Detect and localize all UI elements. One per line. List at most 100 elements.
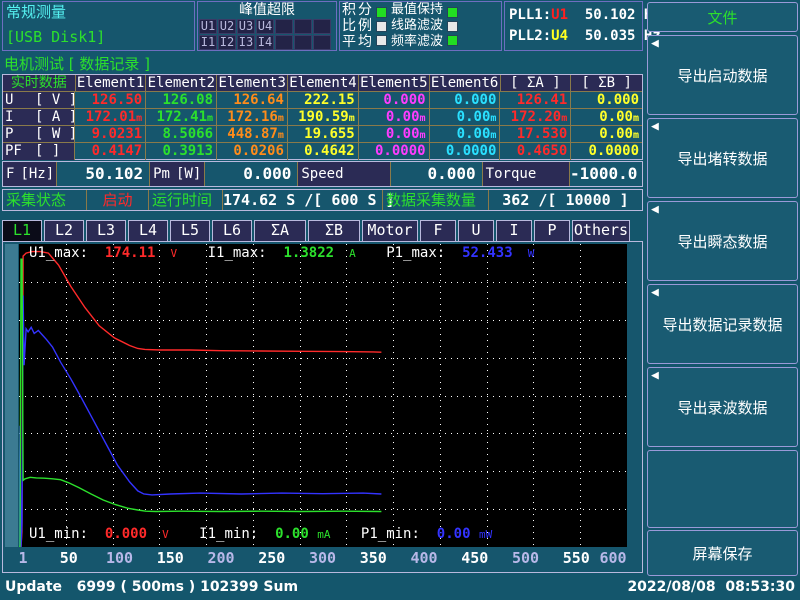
pll2-label: PLL2:	[509, 28, 552, 44]
mode-checkbox-1[interactable]	[376, 20, 387, 32]
p1-min-value: 0.00	[436, 526, 471, 542]
mode-checkbox-2[interactable]	[376, 34, 387, 46]
meter-name: F	[6, 166, 15, 182]
pll2-value: 50.035 Hz	[584, 28, 661, 44]
x-tick-350: 350	[359, 549, 387, 567]
mode-char-1-1: 例	[358, 18, 372, 34]
cell-P-Element3: 448.87m	[217, 126, 288, 142]
sidebar-button-4[interactable]: ◀ 导出录波数据	[647, 367, 798, 447]
tab-f[interactable]: F	[420, 220, 456, 242]
meter-value-3: -1000.0	[569, 164, 638, 183]
acquisition-status-row: 采集状态 启动 运行时间 174.62 S /[ 600 S ] 数据采集数量 …	[2, 189, 643, 211]
pll-panel: PLL1:U1 50.102 Hz PLL2:U4 50.035 Hz	[504, 1, 661, 51]
x-tick-200: 200	[207, 549, 235, 567]
cell-PF-Element5: 0.0000	[359, 143, 430, 160]
p1-min-label: P1_min:	[360, 526, 420, 542]
x-tick-150: 150	[156, 549, 184, 567]
sidebar-title-label: 文件	[707, 8, 738, 27]
peak-overrange-panel: 峰值超限 U1 U2 U3 U4 I1 I2 I3 I4	[197, 1, 337, 51]
sidebar-button-label-4: 导出录波数据	[677, 398, 768, 417]
peak-cell-empty-5	[294, 35, 312, 50]
measurement-mode-label: 常规测量	[6, 3, 67, 21]
integration-mode-panel[interactable]: 积比平 分例均 最值保持 线路滤波 频率滤波	[339, 1, 502, 51]
p1-max-label: P1_max:	[386, 245, 446, 261]
tab-l1[interactable]: L1	[2, 220, 42, 242]
row-unit: [ W ]	[35, 126, 76, 142]
datetime-display: 2022/08/08 08:53:30	[627, 579, 795, 595]
peak-row-current: I1 I2 I3 I4	[199, 35, 335, 50]
peak-overrange-grid: U1 U2 U3 U4 I1 I2 I3 I4	[198, 19, 336, 50]
meter-value-2: 0.000	[391, 162, 483, 186]
meter-unit: [Hz]	[20, 166, 55, 182]
i1-max-unit: A	[349, 247, 356, 260]
tab-l5[interactable]: L5	[170, 220, 210, 242]
sidebar-button-0[interactable]: ◀ 导出启动数据	[647, 35, 798, 115]
cell-I-Element3: 172.16m	[217, 109, 288, 125]
u1-max-value: 174.11	[104, 245, 156, 261]
mode-checkbox-0[interactable]	[376, 6, 387, 18]
graph-y-axis-strip	[5, 244, 18, 547]
p1-min-unit: mW	[478, 528, 493, 541]
p1-max-unit: W	[527, 247, 535, 260]
tab-σb[interactable]: ΣB	[308, 220, 360, 242]
cell-I-[ ΣA ]: 172.20m	[500, 109, 572, 125]
tab-u[interactable]: U	[458, 220, 494, 242]
chevron-left-icon: ◀	[651, 119, 659, 134]
tab-l3[interactable]: L3	[86, 220, 126, 242]
row-name: U	[5, 92, 14, 108]
mode-char-0-1: 比	[342, 18, 356, 34]
chevron-left-icon: ◀	[651, 202, 659, 217]
mode-char-1-0: 分	[358, 2, 372, 18]
tab-σa[interactable]: ΣA	[254, 220, 306, 242]
option-checkbox-column[interactable]	[447, 6, 459, 46]
row-label-PF: PF [ ]	[3, 143, 76, 160]
update-value: 6999 ( 500ms ) 102399 Sum	[76, 579, 299, 595]
i1-max-label: I1_max:	[207, 245, 267, 261]
cell-I-Element6: 0.00m	[430, 109, 501, 125]
option-checkbox-0[interactable]	[447, 6, 459, 18]
mode-char-0-0: 积	[342, 2, 356, 18]
sample-count-value: 362 /[ 10000 ]	[502, 191, 629, 209]
channel-tab-bar[interactable]: L1 L2 L3 L4 L5 L6 ΣA ΣB Motor F U I P Others	[2, 220, 643, 242]
tab-others[interactable]: Others	[572, 220, 630, 242]
sidebar-button-1[interactable]: ◀ 导出堵转数据	[647, 118, 798, 198]
cell-U-Element2: 126.08	[146, 92, 218, 108]
tab-p[interactable]: P	[534, 220, 570, 242]
sidebar-title-file[interactable]: 文件	[647, 2, 798, 32]
cell-P-Element1: 9.0231	[75, 126, 147, 142]
cell-PF-[ ΣA ]: 0.4650	[500, 143, 572, 160]
i1-max-value: 1.3822	[283, 245, 335, 261]
table-row: U[ V ] 126.50 126.08 126.64 222.15 0.000 0.000…	[3, 92, 642, 109]
sidebar-button-2[interactable]: ◀ 导出瞬态数据	[647, 201, 798, 281]
sidebar-button-3[interactable]: ◀ 导出数据记录数据	[647, 284, 798, 364]
measurement-mode-panel[interactable]: 常规测量 [USB Disk1]	[2, 1, 195, 51]
peak-cell-U1: U1	[199, 19, 217, 34]
tab-l6[interactable]: L6	[212, 220, 252, 242]
mode-char-1-2: 均	[358, 34, 372, 50]
pll1-value: 50.102 Hz	[584, 7, 661, 23]
mode-checkbox-column[interactable]	[376, 6, 387, 46]
option-checkbox-1[interactable]	[447, 20, 459, 32]
sidebar-button-6[interactable]: 屏幕保存	[647, 530, 798, 576]
peak-cell-empty-6	[313, 35, 331, 50]
peak-cell-I2: I2	[218, 35, 236, 50]
tab-l4[interactable]: L4	[128, 220, 168, 242]
cell-PF-Element3: 0.0206	[217, 143, 288, 160]
meter-label-3: Torque [Nm]	[482, 162, 570, 206]
graph-plot-area[interactable]: U1_max: 174.11 V I1_max: 1.3822 A P1_max…	[19, 244, 627, 547]
u1-max-label: U1_max:	[29, 245, 89, 261]
mode-char-0-2: 平	[342, 34, 356, 50]
tab-i[interactable]: I	[496, 220, 532, 242]
option-checkbox-2[interactable]	[447, 34, 459, 46]
side-menu[interactable]: 文件 ◀ 导出启动数据 ◀ 导出堵转数据 ◀ 导出瞬态数据 ◀ 导出数据记录数据 ◀ 导出录波数据屏…	[646, 0, 800, 577]
storage-device-label: [USB Disk1]	[6, 28, 106, 46]
i1-min-label: I1_min:	[199, 526, 259, 542]
tab-l2[interactable]: L2	[44, 220, 84, 242]
cell-P-Element5: 0.00m	[359, 126, 430, 142]
tab-motor[interactable]: Motor	[362, 220, 418, 242]
table-col-header-5: Element6	[429, 75, 501, 91]
sidebar-button-empty[interactable]	[647, 450, 798, 528]
peak-cell-U4: U4	[256, 19, 274, 34]
